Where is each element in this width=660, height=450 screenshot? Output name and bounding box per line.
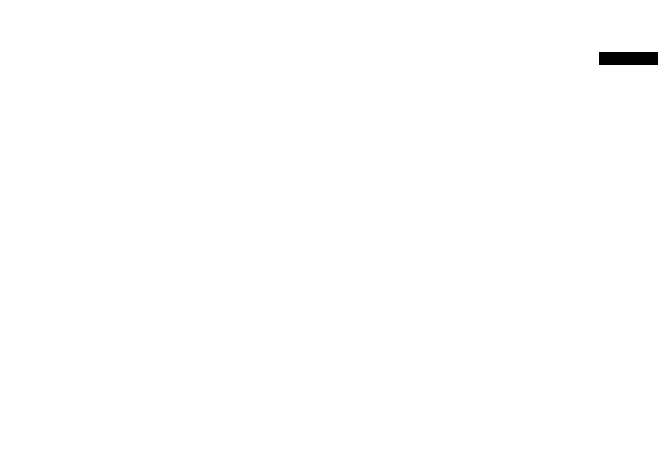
chart-title [5,2,16,15]
cci-indicator-label [6,331,11,343]
current-price-tag [599,52,658,65]
